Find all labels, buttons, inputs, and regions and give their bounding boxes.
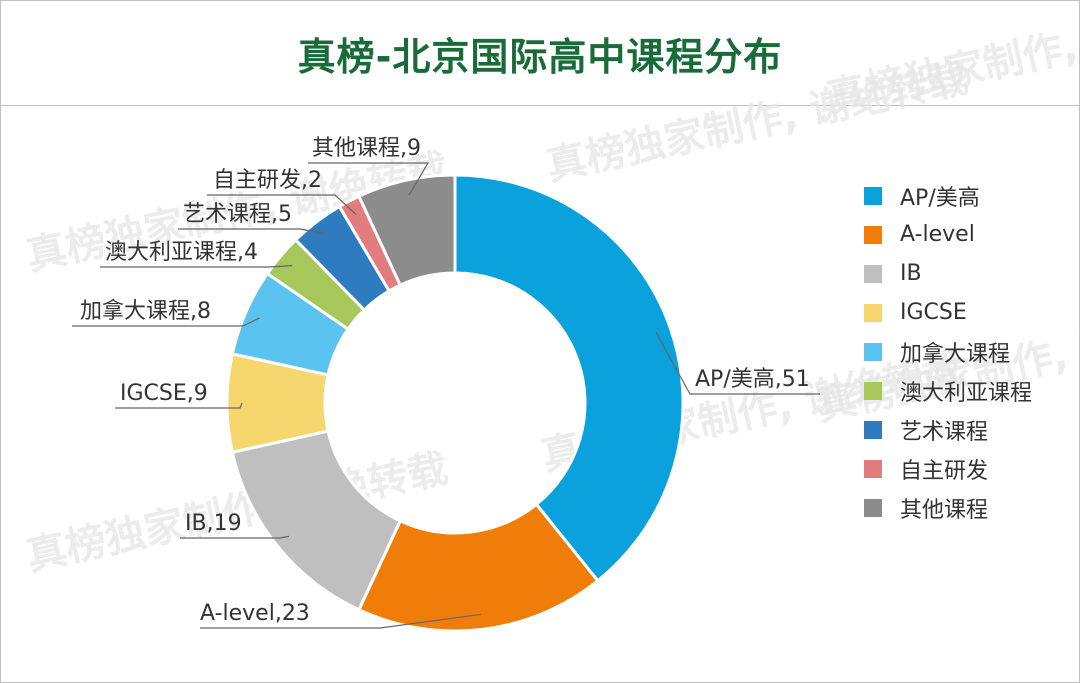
- legend-item: A-level: [864, 215, 1032, 254]
- legend-swatch: [864, 186, 882, 205]
- leader-line: [655, 332, 820, 395]
- donut-slice: [356, 502, 600, 633]
- donut-slice: [453, 173, 685, 583]
- legend-item: AP/美高: [864, 176, 1032, 215]
- legend-item: 加拿大课程: [864, 332, 1032, 371]
- slices: [225, 173, 685, 633]
- legend-swatch: [864, 303, 882, 322]
- data-label: IB,19: [185, 511, 242, 536]
- donut-slice: [356, 173, 457, 288]
- legend-label: A-level: [900, 222, 975, 247]
- legend-swatch: [864, 459, 882, 478]
- data-label: 其他课程,9: [312, 136, 421, 161]
- legend-swatch: [864, 342, 882, 361]
- leader-line: [207, 194, 357, 215]
- legend-label: 其他课程: [900, 497, 989, 523]
- legend-item: 其他课程: [864, 488, 1032, 527]
- data-label: 澳大利亚课程,4: [105, 240, 258, 265]
- data-label: A-level,23: [200, 601, 310, 626]
- leader-line: [115, 402, 243, 409]
- data-label: IGCSE,9: [120, 381, 208, 406]
- legend: AP/美高 A-level IB IGCSE 加拿大课程澳大利亚课程 艺术课程自主研发其他…: [864, 176, 1032, 527]
- legend-item: 澳大利亚课程: [864, 371, 1032, 410]
- legend-swatch: [864, 225, 882, 244]
- legend-label: IGCSE: [900, 300, 967, 325]
- legend-label: 自主研发: [900, 458, 989, 484]
- legend-label: IB: [900, 261, 922, 286]
- legend-label: 加拿大课程: [900, 341, 1011, 367]
- legend-item: 艺术课程: [864, 410, 1032, 449]
- leader-line: [72, 317, 260, 327]
- legend-swatch: [864, 381, 882, 400]
- data-label: AP/美高,51: [695, 367, 810, 392]
- legend-label: 艺术课程: [900, 419, 989, 445]
- legend-swatch: [864, 264, 882, 283]
- leader-line: [178, 228, 326, 235]
- legend-swatch: [864, 498, 882, 517]
- leader-line: [180, 535, 290, 539]
- data-label: 艺术课程,5: [183, 202, 292, 227]
- chart-title: 真榜-北京国际高中课程分布: [297, 34, 783, 79]
- leader-line: [100, 265, 293, 268]
- data-label: 自主研发,2: [213, 168, 322, 193]
- leader-lines: [72, 162, 820, 629]
- data-labels: AP/美高,51 A-level,23 IB,19 IGCSE,9 加拿大课程,8 澳大利…: [80, 136, 810, 626]
- legend-label: 澳大利亚课程: [900, 380, 1033, 406]
- title-bar: 真榜-北京国际高中课程分布: [1, 1, 1079, 106]
- legend-item: 自主研发: [864, 449, 1032, 488]
- legend-swatch: [864, 420, 882, 439]
- legend-item: IGCSE: [864, 293, 1032, 332]
- leader-line: [308, 162, 430, 196]
- legend-label: AP/美高: [900, 185, 980, 211]
- legend-item: IB: [864, 254, 1032, 293]
- data-label: 加拿大课程,8: [80, 298, 211, 324]
- leader-line: [200, 613, 481, 629]
